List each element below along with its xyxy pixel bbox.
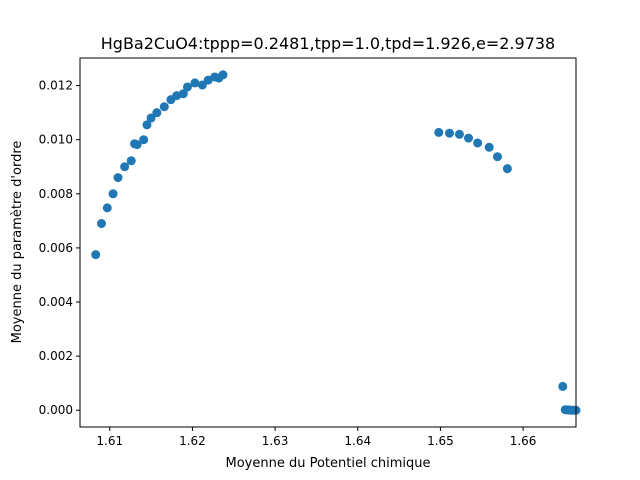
- data-point-28: [464, 133, 474, 143]
- data-point-33: [558, 381, 568, 391]
- data-point-7: [126, 156, 136, 166]
- y-tick-label-7: 0.012: [39, 79, 73, 93]
- data-point-2: [96, 219, 106, 229]
- y-tick-label-5: 0.008: [39, 187, 73, 201]
- x-ticks: 1.61 1.62 1.63 1.64 1.65 1.66: [96, 427, 536, 448]
- data-point-9: [132, 140, 142, 150]
- data-point-14: [159, 102, 169, 112]
- plot-frame: [79, 57, 577, 428]
- data-point-25: [434, 127, 444, 137]
- data-point-18: [182, 82, 192, 92]
- y-tick-label-4: 0.006: [39, 241, 73, 255]
- data-point-12: [146, 113, 156, 123]
- data-point-10: [139, 135, 149, 145]
- points-layer: [91, 70, 581, 415]
- y-tick-label-6: 0.010: [39, 133, 73, 147]
- data-point-31: [492, 152, 502, 162]
- x-axis-label: Moyenne du Potentiel chimique: [226, 456, 431, 471]
- x-tick-label-4: 1.64: [344, 434, 371, 448]
- y-tick-label-3: 0.004: [39, 295, 73, 309]
- data-point-19: [190, 78, 200, 88]
- x-tick-label-2: 1.62: [179, 434, 206, 448]
- data-point-17: [178, 89, 188, 99]
- data-point-3: [102, 203, 112, 213]
- y-ticks: 0.000 0.002 0.004 0.006 0.008 0.010 0.012: [39, 79, 80, 417]
- data-point-26: [445, 128, 455, 138]
- y-tick-label-1: 0.000: [39, 403, 73, 417]
- data-point-6: [120, 162, 130, 172]
- chart-title: HgBa2CuO4:tppp=0.2481,tpp=1.0,tpd=1.926,…: [101, 34, 555, 53]
- data-point-29: [473, 138, 483, 148]
- y-axis-label: Moyenne du paramètre d'ordre: [10, 141, 25, 344]
- x-tick-label-1: 1.61: [96, 434, 123, 448]
- data-point-11: [142, 120, 152, 130]
- y-tick-label-2: 0.002: [39, 349, 73, 363]
- x-tick-label-5: 1.65: [427, 434, 454, 448]
- data-point-27: [454, 129, 464, 139]
- data-point-32: [502, 164, 512, 174]
- data-point-30: [484, 142, 494, 152]
- x-tick-label-3: 1.63: [262, 434, 289, 448]
- data-point-4: [108, 189, 118, 199]
- data-point-5: [113, 173, 123, 183]
- data-point-1: [91, 250, 101, 260]
- data-point-24: [218, 70, 228, 80]
- data-point-13: [152, 108, 162, 118]
- x-tick-label-6: 1.66: [510, 434, 537, 448]
